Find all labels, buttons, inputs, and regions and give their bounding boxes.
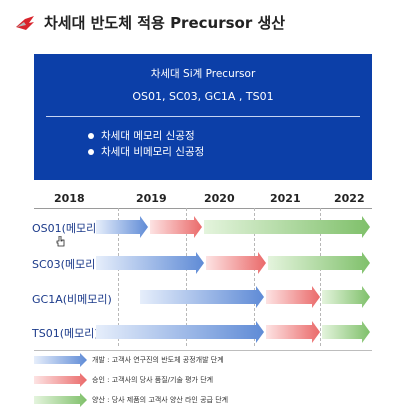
precursor-summary-box: 차세대 Si계 Precursor OS01, SC03, GC1A , TS0… [34,54,372,180]
row-label-gc1a: GC1A(비메모리) [32,293,112,306]
year-label: 2019 [136,192,167,205]
dev-arrow [140,286,264,308]
dev-arrow [96,252,204,274]
legend-dev-text: 개발 : 고객사 연구진의 반도체 공정개발 단계 [92,356,224,364]
year-axis-line [34,208,372,209]
bullet-item: 차세대 메모리 신공정 [88,128,195,143]
mass-production-arrow [322,286,370,308]
year-label: 2022 [334,192,365,205]
legend-approval-text: 승인 : 고객사의 당사 품질/기술 평가 단계 [92,376,214,384]
row-label-ts01: TS01(메모리) [32,327,99,340]
dev-arrow [96,216,148,238]
dev-arrow [96,321,264,343]
year-divider [186,208,187,346]
year-divider [118,208,119,346]
bullet-text: 차세대 비메모리 신공정 [101,146,205,158]
mass-production-arrow [322,321,370,343]
bullet-item: 차세대 비메모리 신공정 [88,144,204,159]
year-label: 2018 [54,192,85,205]
hand-cursor-icon [56,236,65,247]
legend-mass-text: 양산 : 당사 제품의 고객사 양산 라인 공급 단계 [92,396,229,404]
year-divider [320,208,321,346]
approval-arrow [206,252,266,274]
page-title: 차세대 반도체 적용 Precursor 생산 [44,14,286,32]
bird-logo-icon [16,16,34,30]
box-divider [46,116,360,117]
bullet-dot-icon [88,149,94,155]
legend-separator [34,350,372,351]
mass-production-arrow [268,252,370,274]
mass-production-arrow [204,216,370,238]
row-label-sc03: SC03(메모리) [32,258,100,271]
year-label: 2020 [204,192,235,205]
legend-dev-swatch [34,353,87,367]
row-label-os01: OS01(메모리) [32,222,101,235]
approval-arrow [266,286,320,308]
approval-arrow [266,321,320,343]
year-label: 2021 [270,192,301,205]
bullet-text: 차세대 메모리 신공정 [101,130,195,142]
approval-arrow [150,216,202,238]
product-codes: OS01, SC03, GC1A , TS01 [132,90,274,103]
precursor-type-label: 차세대 Si계 Precursor [150,68,256,80]
legend-approval-swatch [34,373,87,387]
bullet-dot-icon [88,133,94,139]
legend-mass-swatch [34,393,87,407]
year-divider [254,208,255,346]
